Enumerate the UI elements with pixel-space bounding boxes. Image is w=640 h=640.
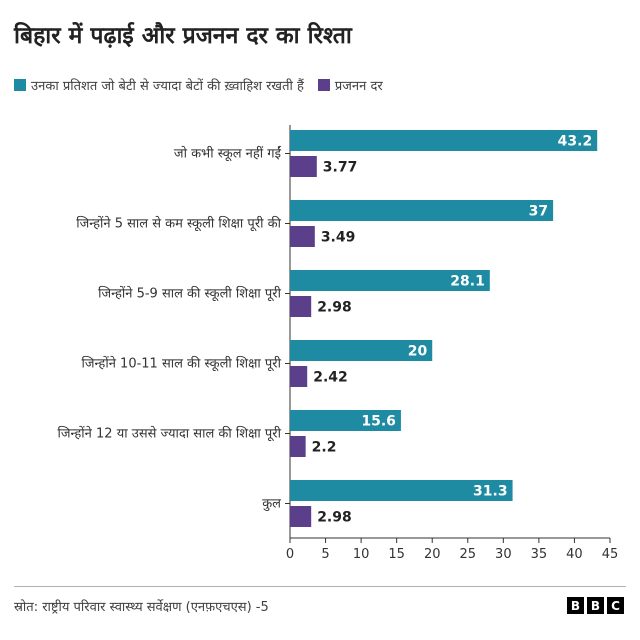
son-preference-bar — [290, 130, 598, 151]
legend-label-fertility-rate: प्रजनन दर — [334, 79, 383, 94]
bbc-logo-letter: C — [607, 597, 624, 614]
x-tick-label: 10 — [353, 547, 370, 562]
fertility-rate-value-label: 3.77 — [323, 160, 358, 176]
son-preference-bar — [290, 200, 554, 221]
fertility-rate-bar — [290, 156, 317, 177]
fertility-rate-bar — [290, 506, 312, 527]
bbc-logo-letter: B — [567, 597, 584, 614]
bar-chart: 0 5 10 15 20 25 30 35 40 45 जो कभी स्कूल नहीं गईं 4… — [58, 125, 619, 562]
fertility-rate-value-label: 2.42 — [313, 370, 348, 386]
legend-swatch-fertility-rate — [317, 79, 330, 91]
x-tick-label: 25 — [460, 547, 477, 562]
fertility-rate-bar — [290, 226, 315, 247]
son-preference-value-label: 37 — [529, 204, 548, 220]
x-tick-label: 5 — [321, 547, 329, 562]
fertility-rate-value-label: 2.2 — [312, 440, 337, 456]
fertility-rate-value-label: 2.98 — [317, 510, 352, 526]
son-preference-value-label: 31.3 — [473, 484, 508, 500]
category-label: कुल — [262, 497, 281, 512]
category-label: जिन्होंने 10-11 साल की स्कूली शिक्षा पूर… — [82, 356, 282, 372]
son-preference-bar — [290, 270, 490, 291]
x-tick-label: 15 — [388, 547, 405, 562]
fertility-rate-bar — [290, 296, 312, 317]
category-label: जो कभी स्कूल नहीं गईं — [174, 146, 282, 162]
fertility-rate-bar — [290, 436, 306, 457]
bbc-logo-letter: B — [587, 597, 604, 614]
legend-label-son-preference: उनका प्रतिशत जो बेटी से ज्यादा बेटों की … — [31, 79, 304, 94]
x-tick-label: 40 — [566, 547, 583, 562]
son-preference-value-label: 20 — [408, 344, 428, 360]
x-tick-label: 45 — [602, 547, 619, 562]
x-tick-label: 0 — [286, 547, 294, 562]
chart-title: बिहार में पढ़ाई और प्रजनन दर का रिश्ता — [14, 23, 352, 49]
son-preference-value-label: 43.2 — [558, 134, 593, 150]
son-preference-value-label: 15.6 — [361, 414, 396, 430]
x-tick-label: 30 — [495, 547, 512, 562]
son-preference-bar — [290, 480, 513, 501]
legend-swatch-son-preference — [14, 79, 26, 91]
son-preference-bar — [290, 410, 401, 431]
category-label: जिन्होंने 12 या उससे ज्यादा साल की शिक्ष… — [58, 426, 282, 442]
source-note: स्रोत: राष्ट्रीय परिवार स्वास्थ्य सर्वेक… — [14, 600, 269, 615]
son-preference-value-label: 28.1 — [450, 274, 485, 290]
son-preference-bar — [290, 340, 433, 361]
bbc-logo: B B C — [567, 597, 624, 614]
footer-divider — [14, 586, 626, 587]
category-label: जिन्होंने 5 साल से कम स्कूली शिक्षा पूरी… — [76, 216, 281, 232]
x-tick-label: 35 — [531, 547, 548, 562]
fertility-rate-bar — [290, 366, 308, 387]
legend: उनका प्रतिशत जो बेटी से ज्यादा बेटों की … — [14, 76, 397, 94]
fertility-rate-value-label: 3.49 — [321, 230, 356, 246]
x-tick-label: 20 — [424, 547, 441, 562]
fertility-rate-value-label: 2.98 — [317, 300, 352, 316]
category-label: जिन्होंने 5-9 साल की स्कूली शिक्षा पूरी — [98, 286, 282, 302]
